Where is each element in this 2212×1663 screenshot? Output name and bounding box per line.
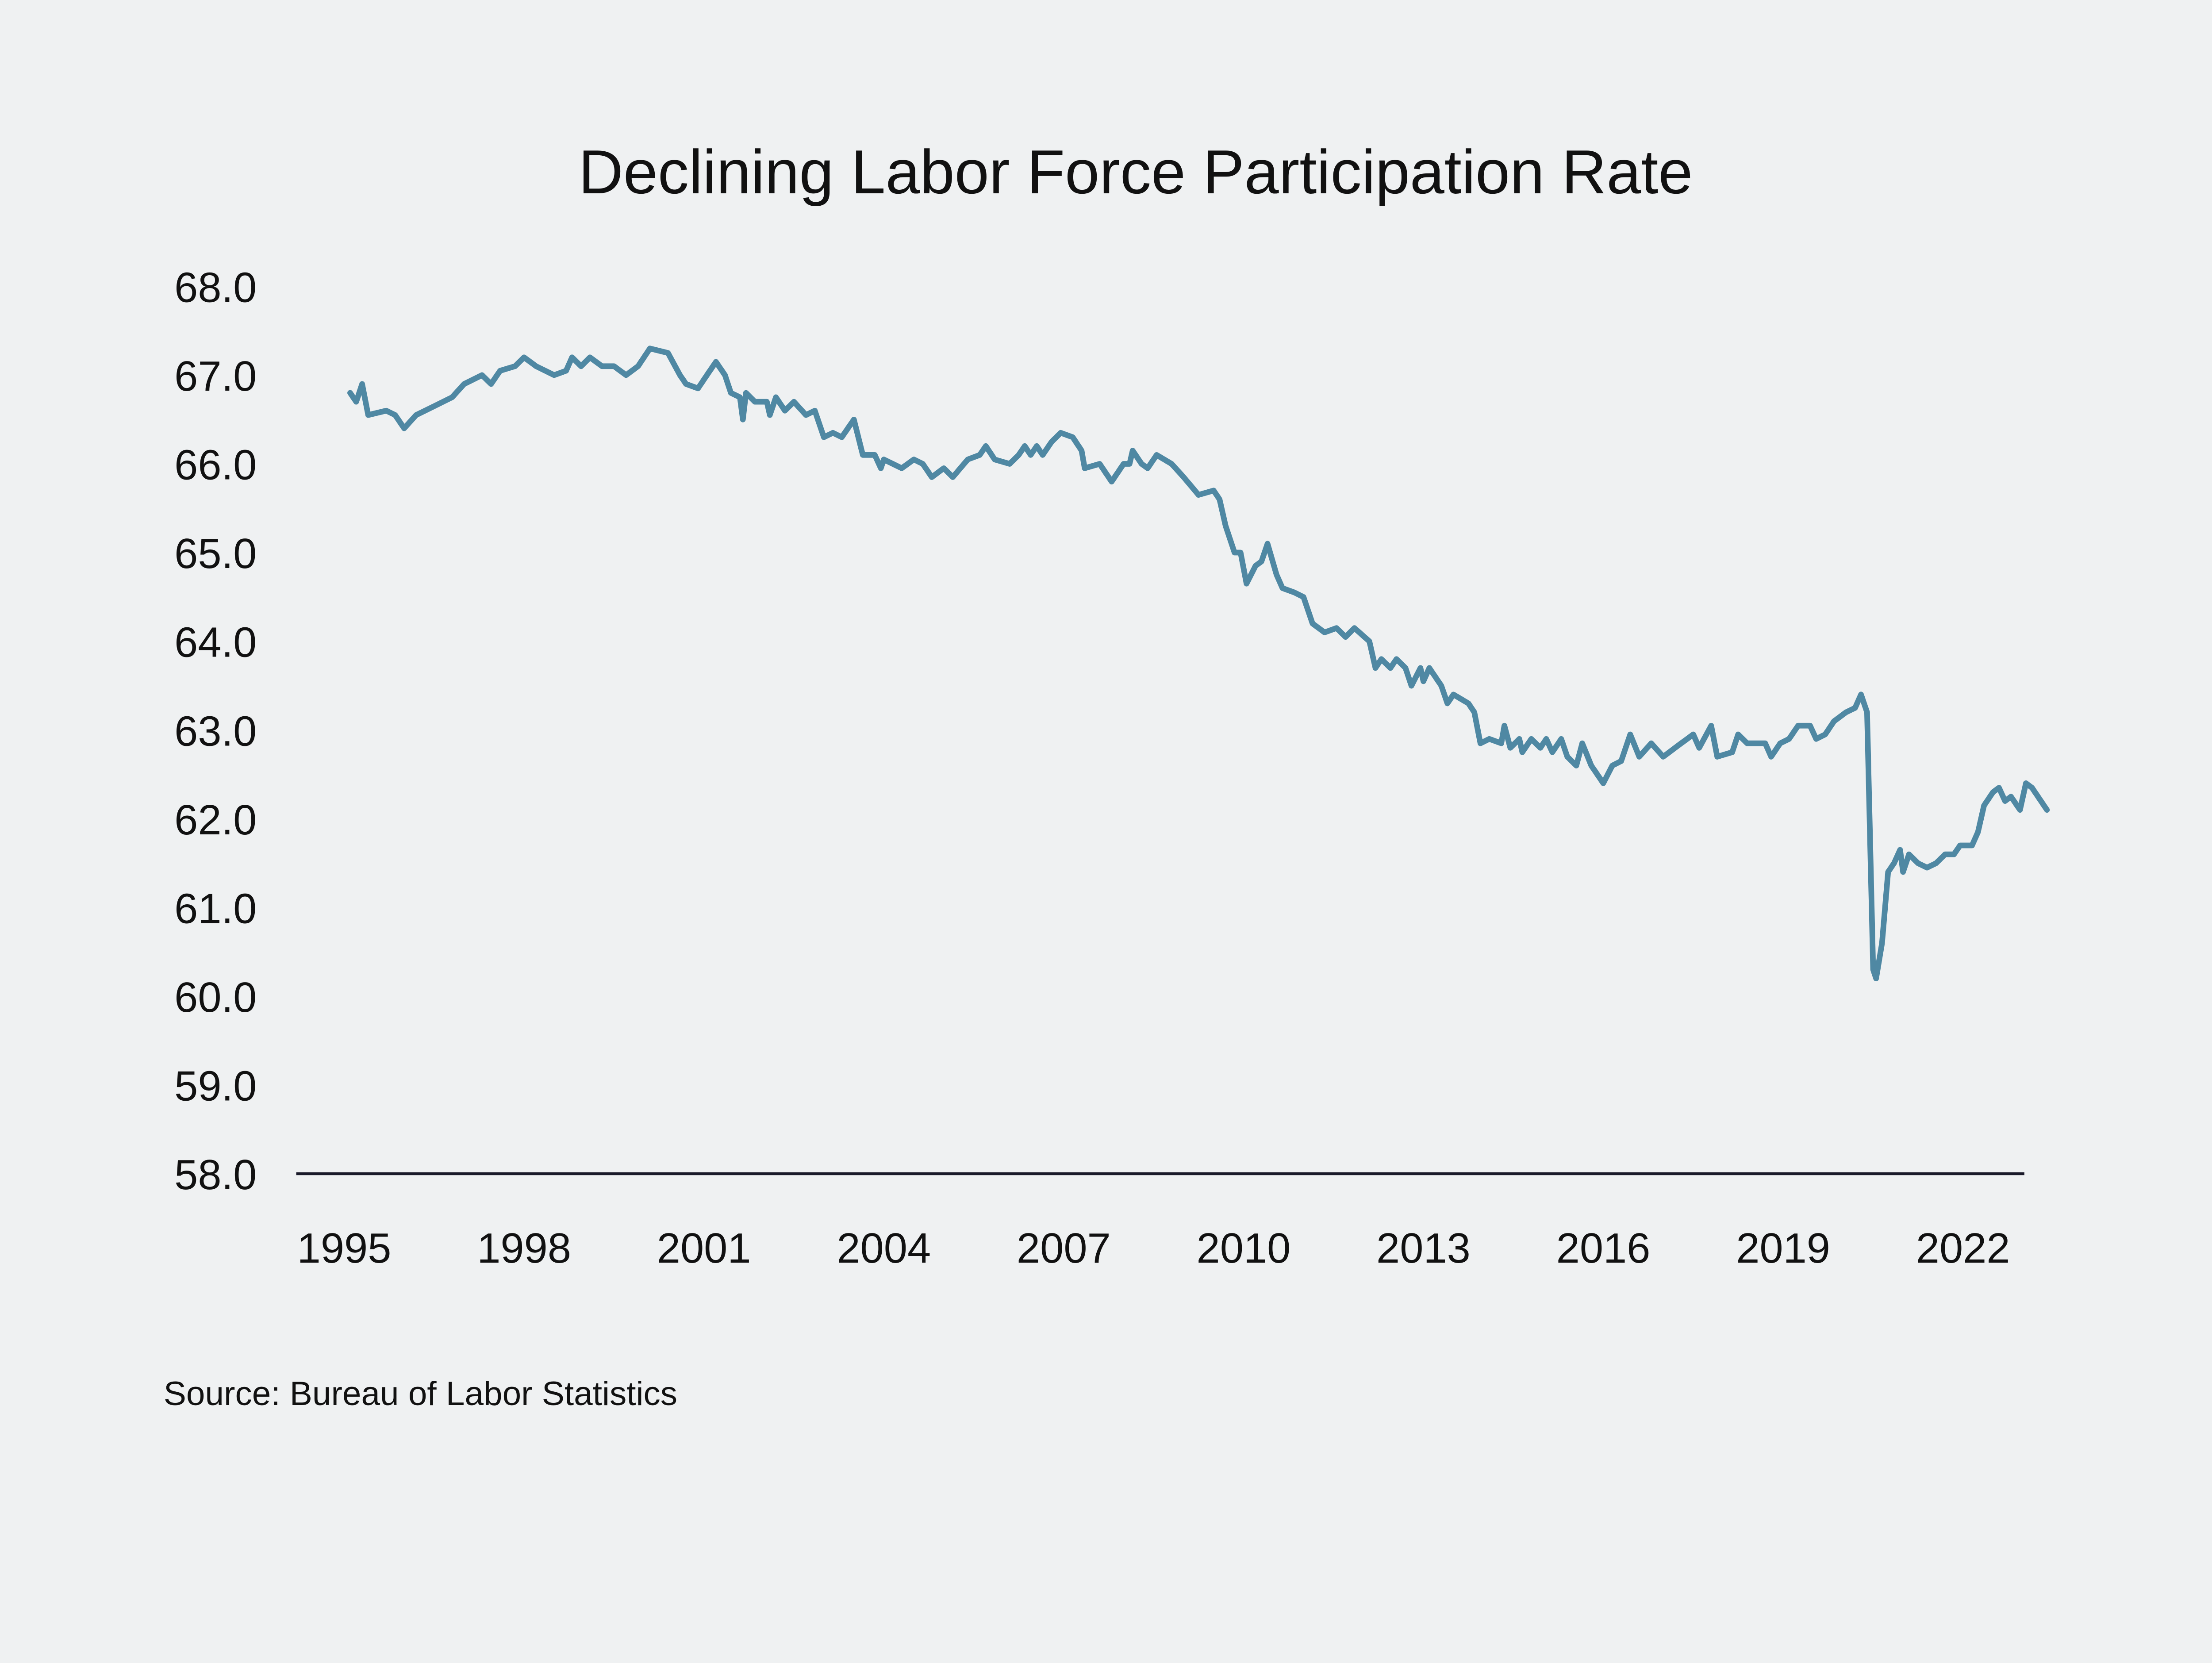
chart: Declining Labor Force Participation Rate… [0,0,2212,1512]
x-tick-label: 2007 [1017,1225,1111,1272]
y-tick-label: 67.0 [174,353,257,400]
x-tick-label: 2004 [837,1225,931,1272]
x-axis-ticks: 1995 1998 2001 2004 2007 2010 2013 2016 2019 2022 [297,1225,2010,1272]
x-tick-label: 2019 [1736,1225,1830,1272]
y-tick-label: 61.0 [174,885,257,932]
x-tick-label: 1995 [297,1225,392,1272]
series-line [347,346,2050,982]
y-axis-ticks: 58.0 59.0 60.0 61.0 62.0 63.0 64.0 65.0 66.0 67.0… [174,264,257,1198]
y-tick-label: 66.0 [174,442,257,489]
y-tick-label: 60.0 [174,974,257,1021]
y-tick-label: 65.0 [174,530,257,577]
source-note: Source: Bureau of Labor Statistics [164,1375,677,1413]
y-tick-label: 58.0 [174,1151,257,1198]
chart-title: Declining Labor Force Participation Rate [579,137,1693,207]
y-tick-label: 68.0 [174,264,257,311]
y-tick-label: 62.0 [174,796,257,844]
x-tick-label: 2010 [1196,1225,1290,1272]
y-tick-label: 64.0 [174,619,257,666]
y-tick-label: 59.0 [174,1063,257,1110]
chart-background [0,0,2212,1512]
y-tick-label: 63.0 [174,707,257,755]
x-tick-label: 2013 [1376,1225,1471,1272]
x-tick-label: 2016 [1556,1225,1651,1272]
x-tick-label: 2022 [1916,1225,2010,1272]
x-tick-label: 2001 [657,1225,751,1272]
x-tick-label: 1998 [477,1225,571,1272]
